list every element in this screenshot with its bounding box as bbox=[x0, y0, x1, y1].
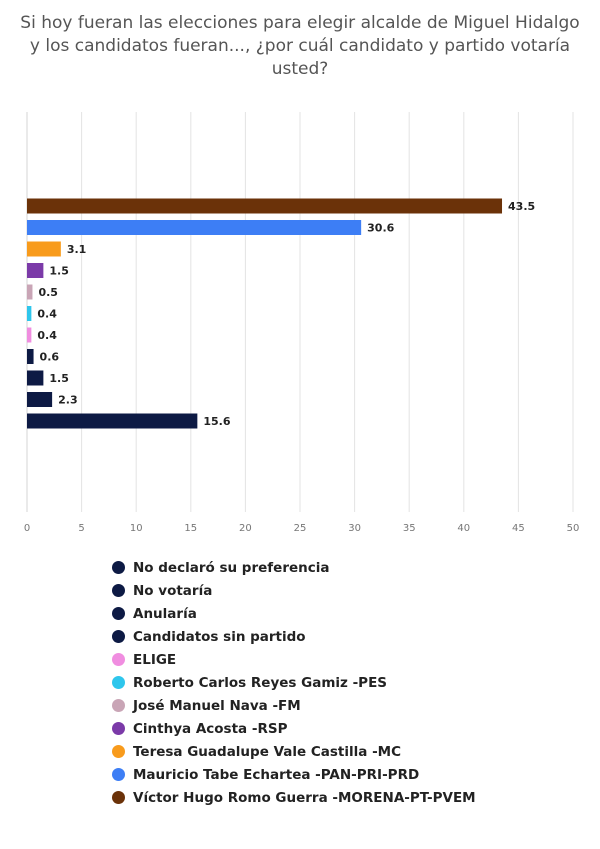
x-tick-label: 35 bbox=[403, 523, 416, 534]
legend-label: Candidatos sin partido bbox=[133, 628, 306, 645]
bar-value-label: 30.6 bbox=[367, 222, 394, 235]
bar-value-label: 3.1 bbox=[67, 243, 87, 256]
bar-value-label: 1.5 bbox=[49, 372, 69, 385]
bar-chart: 0 5 10 15 20 25 30 35 40 45 50 43.5 30.6 3.1 1.5 0.5 0.4… bbox=[24, 112, 580, 534]
bar bbox=[27, 349, 34, 364]
legend-item: Anularía bbox=[112, 602, 476, 625]
x-tick-label: 30 bbox=[348, 523, 361, 534]
legend-swatch bbox=[112, 676, 125, 689]
legend-swatch bbox=[112, 699, 125, 712]
chart-legend: No declaró su preferencia No votaría Anula… bbox=[112, 556, 476, 809]
legend-item: Mauricio Tabe Echartea -PAN-PRI-PRD bbox=[112, 763, 476, 786]
x-tick-label: 40 bbox=[457, 523, 470, 534]
legend-swatch bbox=[112, 653, 125, 666]
legend-item: Roberto Carlos Reyes Gamiz -PES bbox=[112, 671, 476, 694]
legend-swatch bbox=[112, 607, 125, 620]
legend-item: Cinthya Acosta -RSP bbox=[112, 717, 476, 740]
legend-item: Víctor Hugo Romo Guerra -MORENA-PT-PVEM bbox=[112, 786, 476, 809]
legend-swatch bbox=[112, 791, 125, 804]
bar bbox=[27, 327, 32, 343]
bar-value-label: 1.5 bbox=[49, 265, 69, 278]
legend-swatch bbox=[112, 722, 125, 735]
legend-swatch bbox=[112, 584, 125, 597]
x-tick-label: 25 bbox=[294, 523, 307, 534]
bar-value-label: 15.6 bbox=[203, 415, 230, 428]
legend-item: Candidatos sin partido bbox=[112, 625, 476, 648]
bar bbox=[27, 413, 198, 429]
legend-item: ELIGE bbox=[112, 648, 476, 671]
legend-label: José Manuel Nava -FM bbox=[133, 697, 301, 714]
bar bbox=[27, 198, 503, 214]
legend-item: Teresa Guadalupe Vale Castilla -MC bbox=[112, 740, 476, 763]
bar-value-label: 0.4 bbox=[37, 308, 57, 321]
legend-swatch bbox=[112, 561, 125, 574]
bar-value-label: 2.3 bbox=[58, 394, 77, 407]
bar bbox=[27, 370, 44, 386]
bar bbox=[27, 241, 61, 257]
bar bbox=[27, 284, 33, 300]
x-tick-label: 50 bbox=[567, 523, 580, 534]
bar-value-label: 0.4 bbox=[37, 329, 57, 342]
legend-label: No votaría bbox=[133, 582, 213, 599]
x-tick-label: 0 bbox=[24, 523, 30, 534]
legend-swatch bbox=[112, 745, 125, 758]
x-tick-label: 45 bbox=[512, 523, 525, 534]
bar-value-label: 0.6 bbox=[40, 351, 60, 364]
legend-label: Anularía bbox=[133, 605, 197, 622]
legend-label: ELIGE bbox=[133, 651, 177, 668]
chart-title: Si hoy fueran las elecciones para elegir… bbox=[20, 13, 580, 79]
x-tick-label: 15 bbox=[184, 523, 197, 534]
legend-label: Teresa Guadalupe Vale Castilla -MC bbox=[133, 743, 402, 760]
legend-label: Cinthya Acosta -RSP bbox=[133, 720, 288, 737]
legend-swatch bbox=[112, 630, 125, 643]
x-tick-label: 10 bbox=[130, 523, 143, 534]
legend-item: José Manuel Nava -FM bbox=[112, 694, 476, 717]
x-tick-label: 5 bbox=[78, 523, 84, 534]
legend-label: Víctor Hugo Romo Guerra -MORENA-PT-PVEM bbox=[133, 789, 476, 806]
legend-label: Mauricio Tabe Echartea -PAN-PRI-PRD bbox=[133, 766, 420, 783]
legend-label: Roberto Carlos Reyes Gamiz -PES bbox=[133, 674, 388, 691]
bar bbox=[27, 306, 32, 321]
x-tick-label: 20 bbox=[239, 523, 252, 534]
bar bbox=[27, 392, 53, 407]
bar-value-label: 0.5 bbox=[38, 286, 58, 299]
legend-label: No declaró su preferencia bbox=[133, 559, 330, 576]
bar bbox=[27, 263, 44, 278]
legend-item: No votaría bbox=[112, 579, 476, 602]
bar bbox=[27, 220, 362, 235]
bar-value-label: 43.5 bbox=[508, 200, 535, 213]
legend-swatch bbox=[112, 768, 125, 781]
legend-item: No declaró su preferencia bbox=[112, 556, 476, 579]
